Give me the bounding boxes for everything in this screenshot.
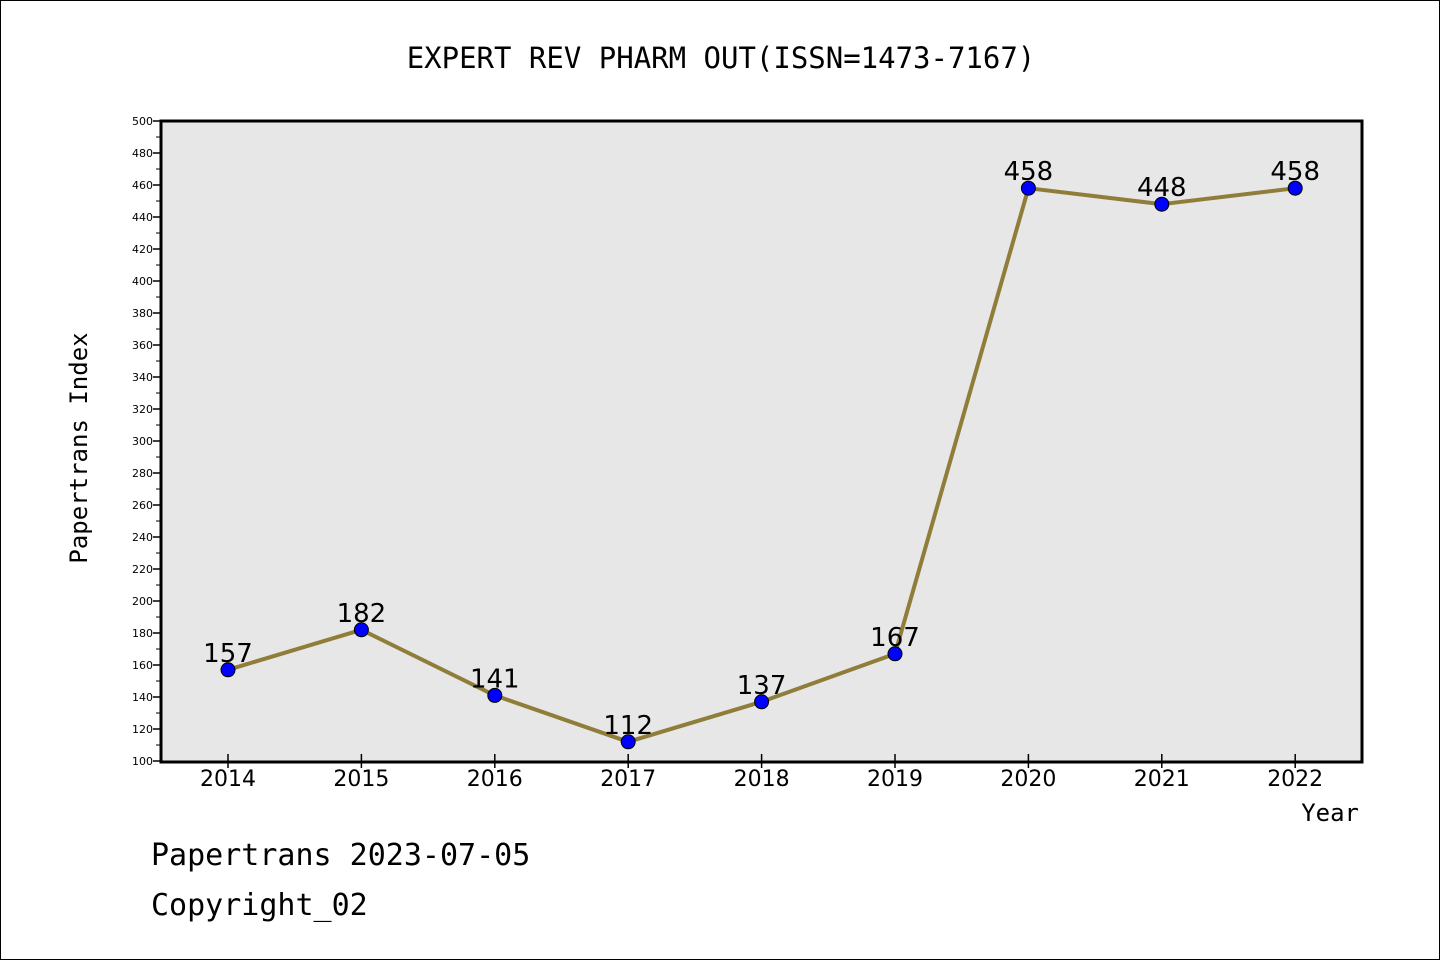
data-point	[887, 646, 903, 662]
x-tick-label: 2015	[333, 767, 389, 792]
y-tick-label: 340	[132, 371, 153, 384]
data-label: 458	[1004, 157, 1054, 187]
y-tick-label: 160	[132, 659, 153, 672]
footer-date: Papertrans 2023-07-05	[151, 838, 530, 873]
y-tick-label: 480	[132, 147, 153, 160]
y-tick-label: 460	[132, 179, 153, 192]
chart-title: EXPERT REV PHARM OUT(ISSN=1473-7167)	[407, 41, 1036, 75]
data-point	[487, 687, 503, 703]
y-tick-label: 140	[132, 691, 153, 704]
y-tick-label: 280	[132, 467, 153, 480]
y-tick-label: 500	[132, 115, 153, 128]
x-tick-label: 2022	[1267, 767, 1323, 792]
y-tick-label: 400	[132, 275, 153, 288]
data-point	[620, 734, 636, 750]
y-tick-label: 100	[132, 755, 153, 768]
y-axis-label: Papertrans Index	[65, 332, 93, 563]
y-tick-label: 380	[132, 307, 153, 320]
x-tick-label: 2020	[1000, 767, 1056, 792]
data-point	[1020, 180, 1036, 196]
data-label: 112	[603, 711, 653, 741]
y-tick-label: 300	[132, 435, 153, 448]
data-point	[220, 662, 236, 678]
plot-area	[159, 119, 1364, 764]
y-tick-label: 420	[132, 243, 153, 256]
y-axis: 100 120 140 160 180 200 220 240 260 280 300 320 340 3…	[132, 115, 161, 768]
data-label: 141	[470, 664, 520, 694]
x-tick-label: 2016	[467, 767, 523, 792]
x-axis: 2014 2015 2016 2017 2018 2019 2020 2021 2022	[200, 754, 1323, 792]
y-tick-label: 180	[132, 627, 153, 640]
data-point	[353, 622, 369, 638]
data-point	[1154, 196, 1170, 212]
y-tick-label: 120	[132, 723, 153, 736]
data-label: 448	[1137, 173, 1187, 203]
y-tick-label: 440	[132, 211, 153, 224]
data-label: 458	[1270, 157, 1320, 187]
y-tick-label: 200	[132, 595, 153, 608]
x-tick-label: 2021	[1134, 767, 1190, 792]
x-tick-label: 2018	[734, 767, 790, 792]
footer-copyright: Copyright_02	[151, 888, 368, 923]
data-label: 157	[203, 639, 253, 669]
x-tick-label: 2019	[867, 767, 923, 792]
data-labels: 157 182 141 112 137 167 458 448 458	[203, 157, 1320, 741]
y-tick-label: 240	[132, 531, 153, 544]
data-label: 137	[737, 671, 787, 701]
y-tick-label: 360	[132, 339, 153, 352]
data-points	[220, 180, 1303, 750]
data-label: 167	[870, 623, 920, 653]
y-tick-label: 260	[132, 499, 153, 512]
x-tick-label: 2017	[600, 767, 656, 792]
data-point	[754, 694, 770, 710]
y-tick-label: 320	[132, 403, 153, 416]
data-label: 182	[337, 599, 387, 629]
x-axis-label: Year	[1301, 799, 1359, 827]
y-tick-label: 220	[132, 563, 153, 576]
x-tick-label: 2014	[200, 767, 256, 792]
data-point	[1287, 180, 1303, 196]
